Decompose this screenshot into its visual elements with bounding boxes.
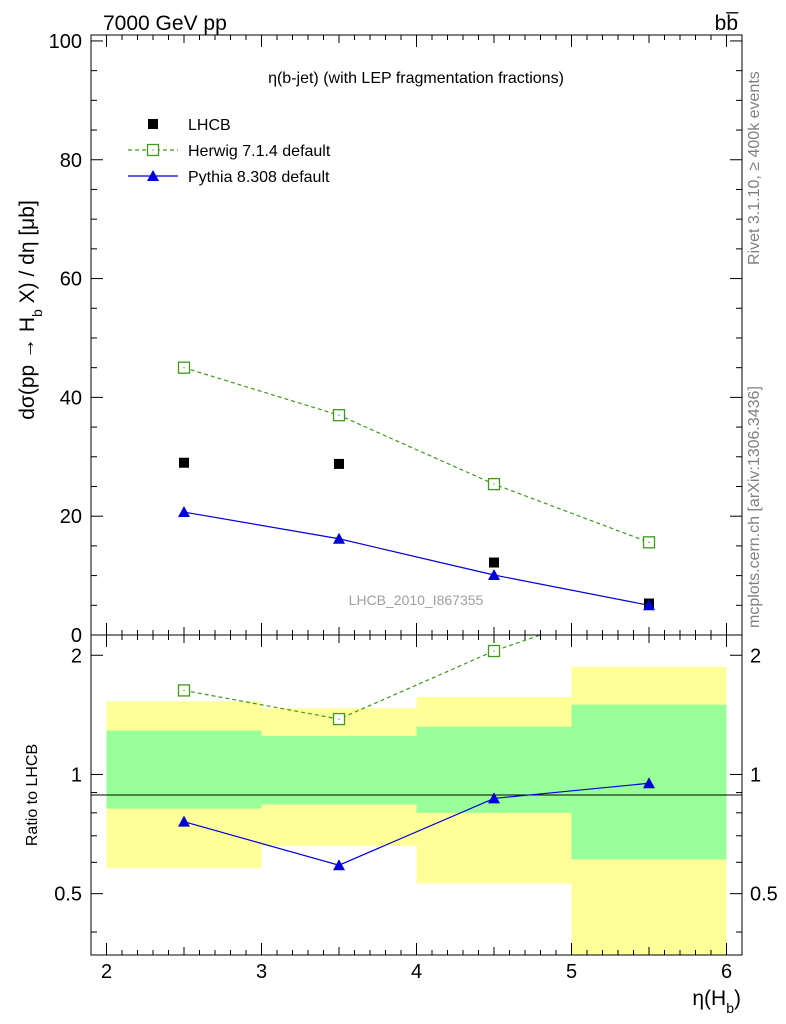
y-tick-label-main: 60 [60, 269, 82, 291]
main-ticks: 0 20 40 60 80 100 [49, 31, 742, 647]
y-tick-label-ratio-right: 0.5 [750, 884, 778, 906]
pythia-point [178, 506, 190, 518]
main-title: η(b-jet) (with LEP fragmentation fractio… [268, 70, 564, 87]
x-tick-label: 2 [101, 961, 112, 983]
pythia-ratio-line [183, 782, 650, 866]
ratio-data [177, 635, 655, 871]
x-axis-label: η(Hb) [692, 987, 741, 1016]
main-data [177, 361, 656, 611]
lhcb-point [489, 557, 499, 568]
legend-label-pythia: Pythia 8.308 default [188, 169, 330, 186]
y-axis-label-main: dσ(pp → Hb X) / dη [μb] [16, 200, 45, 420]
lhcb-point [179, 457, 189, 468]
y-tick-label-ratio-right: 1 [750, 764, 761, 786]
herwig-point-dot [338, 414, 340, 416]
ratio-bands [106, 666, 727, 955]
herwig-point-dot [183, 367, 185, 369]
legend-label-herwig: Herwig 7.1.4 default [188, 143, 331, 160]
ratio-band-inner [261, 736, 417, 805]
x-tick-label: 5 [566, 961, 577, 983]
x-tick-label: 4 [411, 961, 422, 983]
herwig-point-dot [493, 483, 495, 485]
y-tick-label-ratio: 0.5 [54, 884, 82, 906]
svg-text:dσ(pp → Hb X) / dη [μb]: dσ(pp → Hb X) / dη [μb] [16, 200, 45, 420]
svg-text:η(Hb): η(Hb) [692, 987, 741, 1016]
pythia-point [333, 532, 345, 544]
legend-label-lhcb: LHCB [188, 117, 231, 134]
y-tick-label-main: 80 [60, 150, 82, 172]
main-panel: 0 20 40 60 80 100 η(b-jet) (with LEP fragment… [16, 31, 743, 647]
y-tick-label-main: 20 [60, 506, 82, 528]
ratio-band-inner [106, 730, 262, 809]
pythia-ratio-point [178, 815, 190, 827]
y-tick-label-ratio: 1 [71, 764, 82, 786]
y-tick-label-main: 100 [49, 31, 82, 53]
y-axis-label-ratio: Ratio to LHCB [24, 744, 41, 846]
lhcb-point [334, 458, 344, 469]
pythia-point [488, 569, 500, 580]
ratio-frame [90, 634, 743, 956]
pythia-line [183, 511, 650, 606]
herwig-point-dot [648, 541, 650, 543]
y-tick-label-ratio-right: 2 [750, 645, 761, 667]
herwig-ratio-point-dot [493, 650, 495, 652]
y-tick-label-ratio: 2 [71, 645, 82, 667]
watermark: LHCB_2010_I867355 [349, 592, 484, 608]
legend: LHCB Herwig 7.1.4 default Pythia 8.308 def… [128, 117, 331, 186]
collision-label: 7000 GeV pp [103, 12, 227, 35]
rivet-label: Rivet 3.1.10, ≥ 400k events [746, 71, 763, 265]
herwig-ratio-line [183, 635, 543, 720]
legend-marker-pythia [147, 170, 159, 181]
legend-marker-lhcb [148, 119, 158, 129]
y-tick-label-main: 0 [71, 625, 82, 647]
herwig-line [183, 367, 650, 543]
pythia-point [643, 599, 655, 611]
herwig-ratio-point-dot [183, 689, 185, 692]
ratio-panel: 0.5 0.5 1 1 2 2 2 3 4 5 6 Ratio to LHCB η(Hb) [24, 634, 778, 1016]
pythia-ratio-point [333, 859, 345, 871]
x-tick-label: 6 [721, 961, 732, 983]
mcplots-label: mcplots.cern.ch [arXiv:1306.3436] [746, 386, 763, 628]
legend-marker-herwig-dot [152, 149, 154, 151]
y-tick-label-main: 40 [60, 387, 82, 409]
process-label: bb̅ [715, 12, 740, 35]
herwig-ratio-point-dot [338, 718, 340, 720]
pythia-ratio-point [488, 792, 500, 804]
pythia-ratio-point [643, 777, 655, 789]
x-tick-label: 3 [256, 961, 267, 983]
ratio-ticks: 0.5 0.5 1 1 2 2 2 3 4 5 6 [54, 635, 778, 983]
